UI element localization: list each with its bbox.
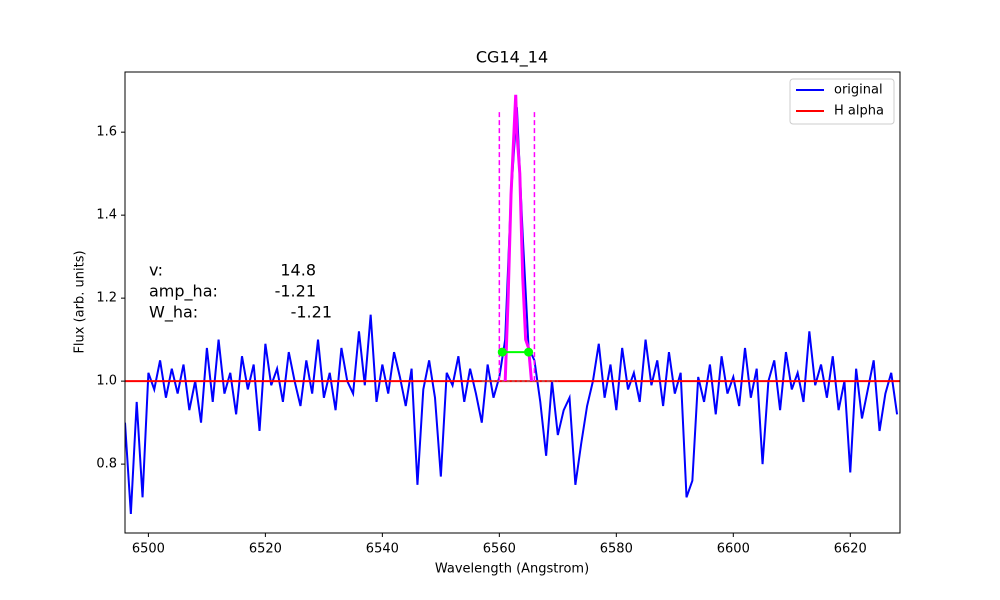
annotation-value: -1.21 (291, 303, 332, 322)
line-fit (503, 94, 534, 382)
annotation-label: v: (149, 261, 163, 280)
x-axis-label: Wavelength (Angstrom) (435, 562, 589, 577)
x-tick-label: 6620 (834, 542, 867, 557)
annotation-label: W_ha: (149, 303, 198, 323)
annotation-label: amp_ha: (149, 282, 218, 302)
x-tick-label: 6560 (483, 542, 516, 557)
annotation-value: 14.8 (280, 261, 316, 280)
y-tick-label: 1.6 (96, 125, 117, 140)
chart-title: CG14_14 (476, 48, 548, 68)
plot-frame (124, 71, 901, 534)
x-tick-label: 6520 (249, 542, 282, 557)
fwhm-point (497, 347, 507, 357)
legend-label: original (834, 83, 883, 98)
x-tick-label: 6600 (717, 542, 750, 557)
fwhm-point (524, 347, 534, 357)
y-tick-label: 1.0 (96, 374, 117, 389)
x-tick-label: 6580 (600, 542, 633, 557)
annotation-value: -1.21 (275, 282, 316, 301)
y-tick-label: 1.2 (96, 291, 117, 306)
x-tick-label: 6500 (132, 542, 165, 557)
plot-area (125, 94, 900, 514)
y-axis-label: Flux (arb. units) (73, 250, 88, 353)
legend-label: H alpha (834, 104, 884, 119)
y-tick-label: 1.4 (96, 208, 117, 223)
y-tick-label: 0.8 (96, 457, 117, 472)
x-tick-label: 6540 (366, 542, 399, 557)
